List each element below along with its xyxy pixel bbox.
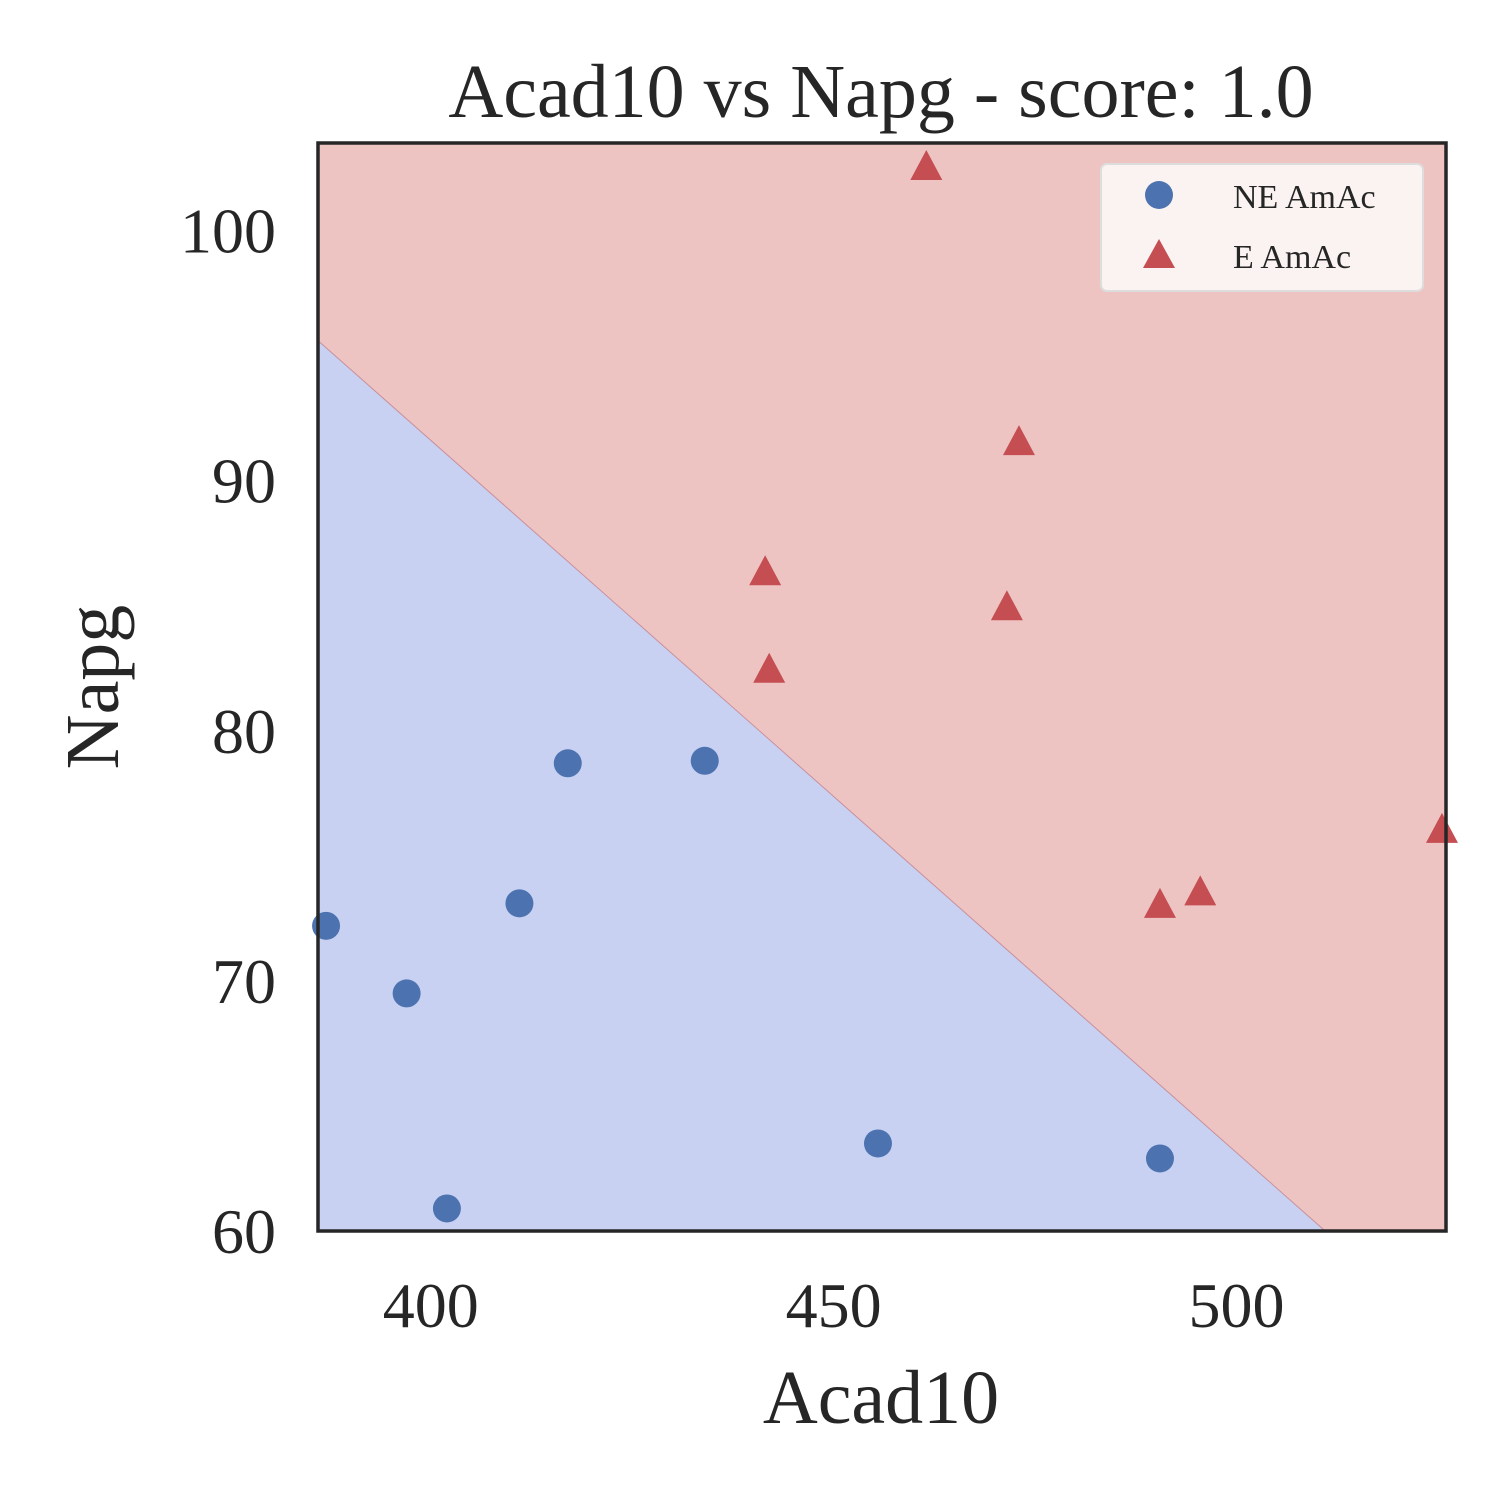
chart-title: Acad10 vs Napg - score: 1.0 [448,50,1313,134]
point-ne-amac-8 [1145,1144,1174,1173]
axes-frame [316,141,1448,1233]
y-tick-label-80: 80 [212,696,276,767]
x-tick-label-450: 450 [786,1270,882,1341]
x-tick-label-500: 500 [1189,1270,1285,1341]
y-ticks: 60 70 80 90 100 [180,196,276,1267]
point-ne-amac-3 [432,1194,461,1223]
plot-area [312,141,1458,1233]
point-e-amac-3 [749,555,782,586]
legend-marker-e-amac [1143,239,1175,268]
point-e-amac-1 [910,150,943,181]
region-e-amac [318,143,1446,1231]
point-e-amac-8 [1425,812,1458,843]
x-tick-label-400: 400 [383,1270,479,1341]
point-e-amac-6 [1143,887,1176,918]
x-axis-label: Acad10 [763,1356,999,1440]
y-tick-label-100: 100 [180,196,276,267]
legend-box [1100,163,1424,292]
legend-marker-ne-amac [1145,181,1173,209]
legend-label-ne-amac: NE AmAc [1233,179,1376,216]
decision-boundary-line [317,340,1326,1232]
legend-label-e-amac: E AmAc [1233,239,1351,276]
y-axis-label: Napg [51,605,135,770]
point-ne-amac-4 [505,889,534,918]
data-points [312,150,1458,1223]
y-tick-label-70: 70 [212,946,276,1017]
point-ne-amac-6 [690,746,719,775]
point-e-amac-7 [1184,875,1217,906]
x-ticks: 400 450 500 [383,1270,1285,1341]
point-ne-amac-2 [392,979,421,1008]
point-e-amac-5 [753,652,786,683]
point-e-amac-4 [990,590,1023,621]
point-ne-amac-7 [863,1129,892,1158]
legend: NE AmAc E AmAc [1100,163,1424,292]
point-ne-amac-5 [553,749,582,778]
point-e-amac-2 [1002,425,1035,456]
y-tick-label-90: 90 [212,446,276,517]
y-tick-label-60: 60 [212,1196,276,1267]
